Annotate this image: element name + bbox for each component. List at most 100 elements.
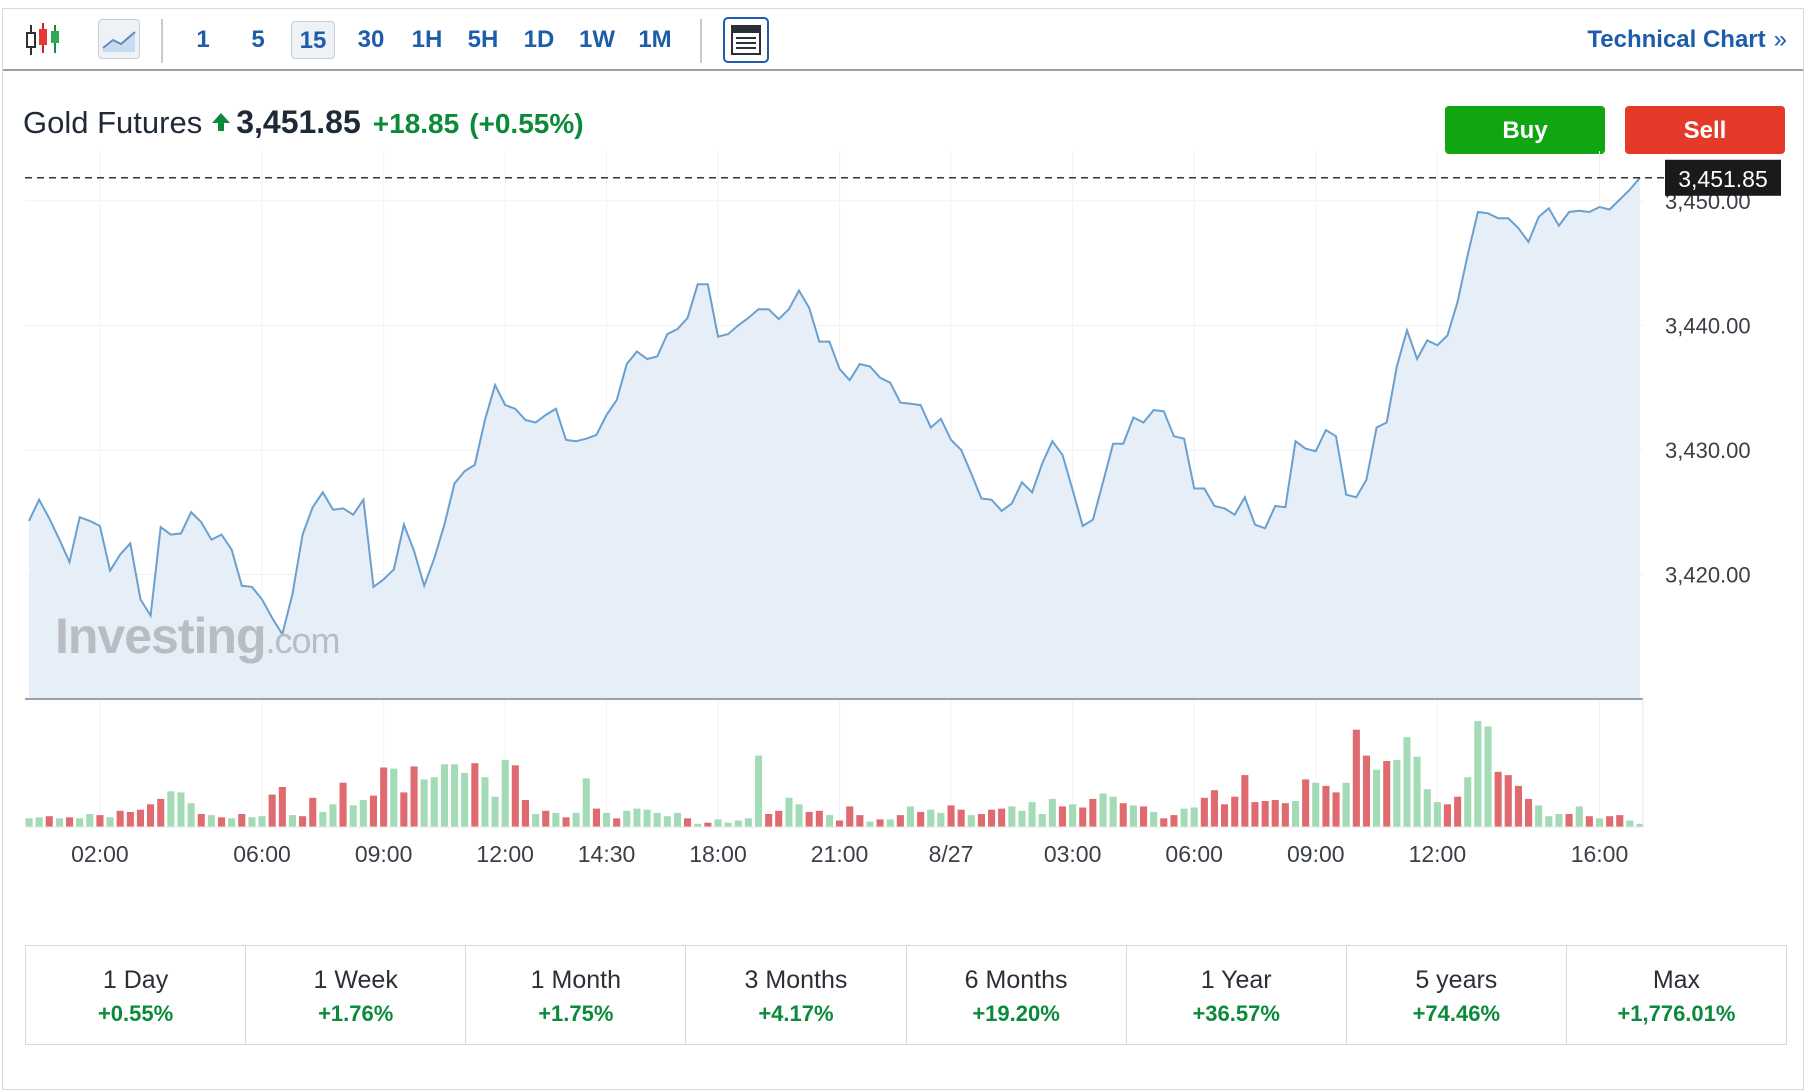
period-value: +1.76% xyxy=(318,1001,394,1026)
period-1-week[interactable]: 1 Week +1.76% xyxy=(246,946,467,1044)
period-3-months[interactable]: 3 Months +4.17% xyxy=(686,946,907,1044)
volume-bar xyxy=(1545,816,1553,827)
volume-bar xyxy=(1423,789,1431,827)
x-tick-label: 12:00 xyxy=(476,841,534,867)
period-1-year[interactable]: 1 Year +36.57% xyxy=(1127,946,1347,1044)
volume-bar xyxy=(1150,811,1158,827)
technical-chart-label: Technical Chart xyxy=(1587,26,1766,53)
x-tick-label: 16:00 xyxy=(1571,841,1629,867)
timeframe-15[interactable]: 15 xyxy=(291,21,335,59)
x-tick-label: 14:30 xyxy=(578,841,636,867)
volume-bar xyxy=(744,818,752,827)
volume-bar xyxy=(1595,818,1603,827)
area-chart-icon[interactable] xyxy=(98,19,140,59)
volume-bar xyxy=(947,805,955,827)
volume-bar xyxy=(896,815,904,827)
period-max[interactable]: Max +1,776.01% xyxy=(1567,946,1786,1044)
volume-bar xyxy=(704,822,712,827)
timeframe-5[interactable]: 5 xyxy=(251,26,265,53)
volume-bar xyxy=(1454,796,1462,827)
last-price-badge xyxy=(1665,159,1781,196)
volume-bar xyxy=(167,791,175,827)
volume-bar xyxy=(45,816,53,827)
watermark-suffix: .com xyxy=(265,620,340,661)
volume-bar xyxy=(369,795,377,827)
period-label: 1 Year xyxy=(1200,966,1272,994)
timeframe-1m[interactable]: 1M xyxy=(638,26,672,53)
volume-bar xyxy=(390,768,398,827)
y-tick-label: 3,420.00 xyxy=(1665,562,1751,587)
volume-bar xyxy=(795,804,803,827)
sell-button[interactable]: Sell xyxy=(1625,106,1785,154)
x-tick-label: 06:00 xyxy=(1165,841,1223,867)
volume-bar xyxy=(1089,798,1097,827)
quote-header: Gold Futures 3,451.85 +18.85 (+0.55%) xyxy=(23,99,584,145)
technical-chart-link[interactable]: Technical Chart » xyxy=(1587,21,1787,59)
volume-bar xyxy=(147,804,155,827)
volume-bar xyxy=(673,812,681,827)
volume-bar xyxy=(1231,796,1239,827)
period-5-years[interactable]: 5 years +74.46% xyxy=(1347,946,1567,1044)
timeframe-1[interactable]: 1 xyxy=(196,26,210,53)
volume-bar xyxy=(1271,800,1279,827)
volume-bar xyxy=(1362,755,1370,827)
price-line xyxy=(28,177,1641,637)
volume-bar xyxy=(988,809,996,827)
timeframe-1w[interactable]: 1W xyxy=(579,26,615,53)
period-value: +4.17% xyxy=(758,1001,834,1026)
volume-bar xyxy=(126,811,134,827)
period-1-day[interactable]: 1 Day +0.55% xyxy=(26,946,247,1044)
period-value: +1,776.01% xyxy=(1617,1001,1736,1026)
volume-bar xyxy=(1221,804,1229,827)
volume-bar xyxy=(1190,807,1198,827)
candlestick-chart-icon[interactable] xyxy=(23,19,65,59)
period-label: 1 Day xyxy=(102,966,169,994)
period-value: +19.20% xyxy=(972,1001,1060,1026)
volume-bar xyxy=(917,811,925,827)
volume-bar xyxy=(288,815,296,827)
volume-bar xyxy=(927,809,935,827)
timeframe-30[interactable]: 30 xyxy=(357,26,385,53)
period-value: +0.55% xyxy=(97,1001,174,1026)
volume-bar xyxy=(1606,816,1614,827)
volume-bar xyxy=(1373,769,1381,827)
price-change: +18.85 xyxy=(372,108,460,139)
chart-toolbar: 1 5 15 30 1H 5H 1D 1W 1M Technical Chart… xyxy=(3,9,1803,71)
period-1-month[interactable]: 1 Month +1.75% xyxy=(466,946,687,1044)
instrument-name: Gold Futures xyxy=(23,105,203,140)
volume-bar xyxy=(765,814,773,827)
toolbar-divider xyxy=(700,19,702,63)
period-6-months[interactable]: 6 Months +19.20% xyxy=(907,946,1127,1044)
volume-bar xyxy=(1079,807,1087,827)
volume-bar xyxy=(866,821,874,827)
volume-bar xyxy=(1443,804,1451,827)
buy-button[interactable]: Buy xyxy=(1445,106,1605,154)
timeframe-5h[interactable]: 5H xyxy=(467,26,499,53)
volume-bar xyxy=(1332,792,1340,827)
volume-bar xyxy=(1099,793,1107,827)
x-tick-label: 09:00 xyxy=(355,841,413,867)
layout-icon[interactable] xyxy=(723,17,769,63)
volume-bar xyxy=(1140,806,1148,827)
volume-bar xyxy=(1281,803,1289,827)
volume-bar xyxy=(1292,801,1300,827)
volume-bar xyxy=(1575,806,1583,827)
volume-bar xyxy=(218,817,226,827)
volume-bar xyxy=(684,818,692,827)
volume-bar xyxy=(1464,777,1472,827)
volume-bar xyxy=(1170,815,1178,827)
price-area xyxy=(29,177,1640,700)
timeframe-1h[interactable]: 1H xyxy=(411,26,443,53)
volume-bar xyxy=(410,766,418,827)
watermark-brand: Investing xyxy=(55,608,266,664)
volume-bar xyxy=(258,816,266,827)
timeframe-1d[interactable]: 1D xyxy=(523,26,555,53)
volume-bar xyxy=(714,819,722,827)
volume-bar xyxy=(1322,785,1330,827)
volume-bar xyxy=(430,777,438,827)
y-tick-label: 3,440.00 xyxy=(1665,313,1751,338)
volume-bar xyxy=(977,814,985,827)
period-label: 3 Months xyxy=(744,966,848,994)
